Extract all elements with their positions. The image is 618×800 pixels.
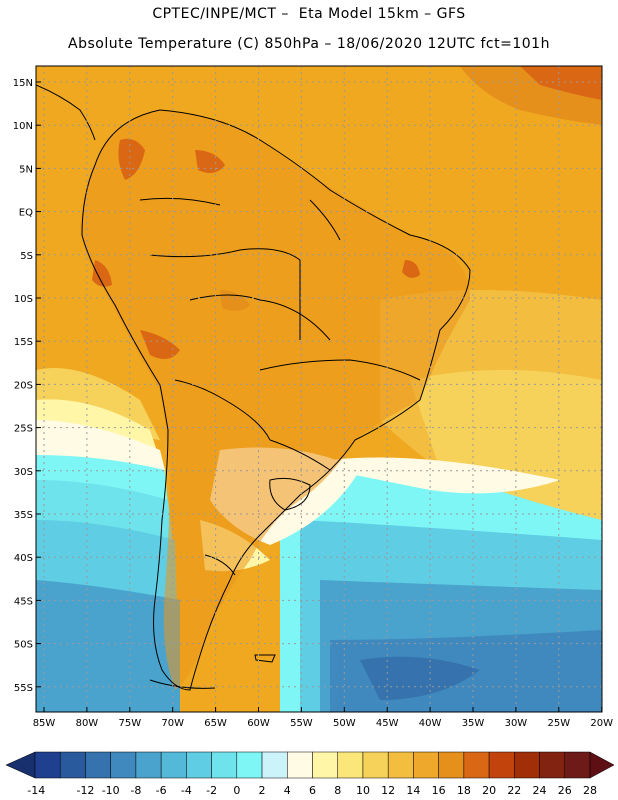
colorbar-swatch — [59, 751, 86, 779]
latitude-label: 25S — [14, 424, 33, 435]
latitude-label: 30S — [14, 467, 33, 478]
colorbar-swatch — [413, 751, 439, 779]
colorbar-under-arrow — [5, 751, 36, 779]
colorbar-label: 16 — [432, 784, 446, 797]
colorbar — [5, 751, 615, 779]
colorbar-label: 26 — [558, 784, 572, 797]
colorbar-swatch — [186, 751, 212, 779]
colorbar-label: 14 — [406, 784, 420, 797]
title-line-1: CPTEC/INPE/MCT – Eta Model 15km – GFS — [152, 6, 466, 22]
longitude-label: 55W — [290, 718, 313, 729]
colorbar-label: 10 — [356, 784, 370, 797]
latitude-label: 5N — [19, 164, 33, 175]
latitude-labels: 15N 10N 5N EQ 5S 10S 15S 20S 25S 30S 35S 40S 45S 50S 5… — [13, 78, 41, 694]
latitude-label: 50S — [14, 640, 33, 651]
colorbar-label: -14 — [27, 784, 45, 797]
latitude-label: 10N — [13, 121, 33, 132]
colorbar-labels: -14 -12 -10 -8 -6 -4 -2 0 2 4 6 8 10 12 14 16 18 20 22 24 26… — [27, 784, 597, 797]
graticule — [36, 66, 602, 712]
longitude-label: 20W — [590, 718, 613, 729]
colorbar-label: 24 — [533, 784, 547, 797]
longitude-label: 40W — [419, 718, 442, 729]
colorbar-swatch — [135, 751, 162, 779]
map-frame — [35, 65, 603, 713]
colorbar-label: -8 — [130, 784, 141, 797]
colorbar-swatch — [463, 751, 490, 779]
colorbar-label: -2 — [206, 784, 217, 797]
latitude-label: 10S — [14, 294, 33, 305]
colorbar-swatch — [539, 751, 566, 779]
colorbar-label: 18 — [457, 784, 471, 797]
colorbar-label: 12 — [381, 784, 395, 797]
longitude-label: 75W — [118, 718, 141, 729]
colorbar-label: 28 — [583, 784, 597, 797]
longitude-label: 45W — [376, 718, 399, 729]
colorbar-swatch — [160, 751, 187, 779]
colorbar-swatch — [564, 751, 591, 779]
colorbar-label: 20 — [482, 784, 496, 797]
longitude-label: 50W — [333, 718, 356, 729]
colorbar-label: 2 — [259, 784, 266, 797]
colorbar-swatch — [110, 751, 137, 779]
latitude-label: EQ — [19, 208, 33, 219]
colorbar-label: 0 — [233, 784, 240, 797]
colorbar-label: -12 — [76, 784, 94, 797]
colorbar-label: 6 — [309, 784, 316, 797]
colorbar-swatch — [514, 751, 540, 779]
longitude-labels: 85W 80W 75W 70W 65W 60W 55W 50W 45W 40W 35W 30W 25W 2… — [33, 707, 613, 729]
colorbar-swatch — [85, 751, 111, 779]
colorbar-swatch — [34, 751, 61, 779]
latitude-label: 5S — [20, 251, 33, 262]
colorbar-label: -6 — [156, 784, 167, 797]
colorbar-over-arrow — [589, 751, 615, 779]
latitude-label: 20S — [14, 380, 33, 391]
latitude-label: 40S — [14, 553, 33, 564]
longitude-label: 65W — [204, 718, 227, 729]
longitude-label: 30W — [505, 718, 528, 729]
latitude-label: 55S — [14, 683, 33, 694]
longitude-label: 80W — [76, 718, 99, 729]
colorbar-swatch — [337, 751, 364, 779]
colorbar-swatch — [488, 751, 515, 779]
colorbar-swatch — [438, 751, 465, 779]
longitude-label: 85W — [33, 718, 56, 729]
latitude-label: 45S — [14, 596, 33, 607]
colorbar-swatch — [387, 751, 414, 779]
temperature-field — [36, 66, 602, 712]
colorbar-swatch — [211, 751, 238, 779]
colorbar-swatch — [362, 751, 389, 779]
coastlines — [36, 84, 471, 691]
colorbar-label: -10 — [102, 784, 120, 797]
colorbar-swatch — [312, 751, 338, 779]
colorbar-label: 8 — [334, 784, 341, 797]
latitude-label: 35S — [14, 510, 33, 521]
colorbar-swatch — [261, 751, 288, 779]
latitude-label: 15N — [13, 78, 33, 89]
colorbar-label: 4 — [284, 784, 291, 797]
longitude-label: 70W — [161, 718, 184, 729]
latitude-label: 15S — [14, 337, 33, 348]
colorbar-label: -4 — [181, 784, 192, 797]
longitude-label: 25W — [547, 718, 570, 729]
colorbar-swatch — [287, 751, 313, 779]
colorbar-label: 22 — [507, 784, 521, 797]
longitude-label: 35W — [462, 718, 485, 729]
longitude-label: 60W — [247, 718, 270, 729]
colorbar-swatch — [236, 751, 263, 779]
title-line-2: Absolute Temperature (C) 850hPa – 18/06/… — [68, 36, 550, 52]
